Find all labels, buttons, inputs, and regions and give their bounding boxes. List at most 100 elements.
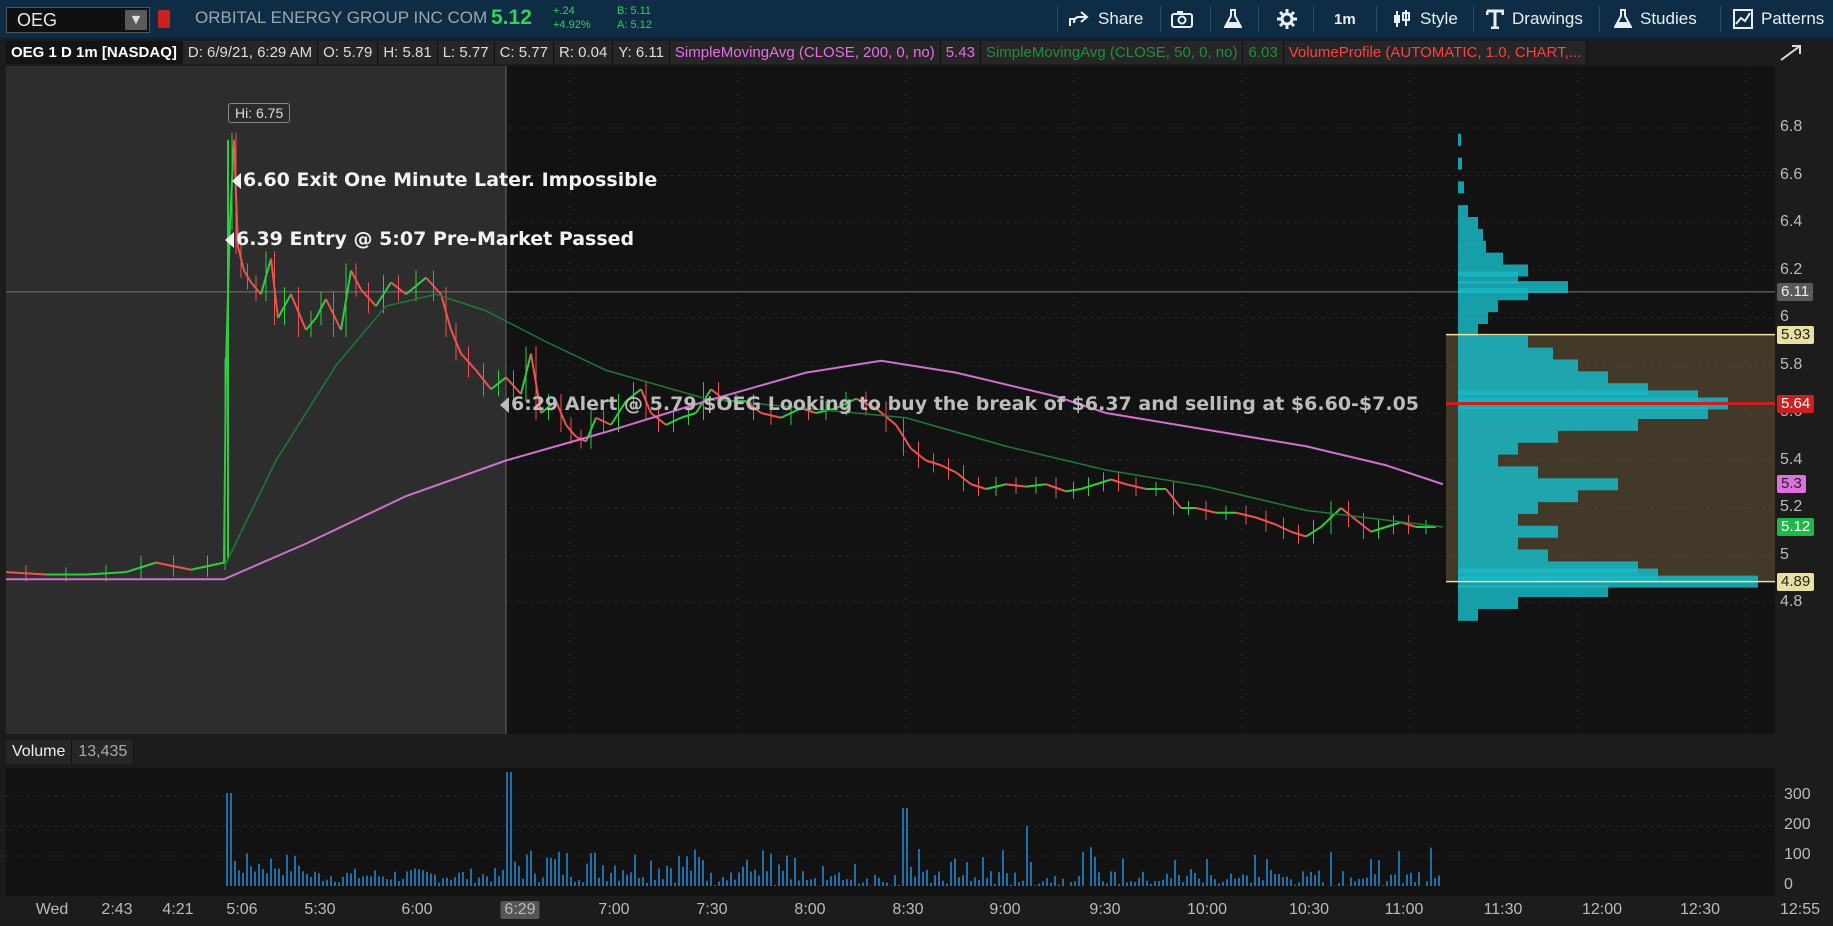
volume-bar <box>722 876 724 886</box>
volume-bar <box>378 876 380 886</box>
volume-bar <box>1058 884 1060 886</box>
last-price: 5.12 <box>491 6 532 29</box>
screenshot-button[interactable] <box>1171 6 1201 32</box>
volume-bar <box>226 793 228 886</box>
volume-bar <box>734 879 736 886</box>
volume-bar <box>302 871 304 886</box>
profile-bar <box>1458 490 1578 503</box>
volume-bar <box>1118 883 1120 886</box>
profile-bar <box>1458 323 1478 336</box>
volume-bar <box>874 874 876 886</box>
timeframe-button[interactable]: 1m <box>1334 6 1356 32</box>
divider <box>1599 6 1600 32</box>
bar-high: H: 5.81 <box>378 41 438 64</box>
volume-bar <box>418 869 420 886</box>
candlestick-icon <box>1394 10 1410 27</box>
volume-bar <box>662 879 664 886</box>
volume-bar <box>838 872 840 886</box>
price-chart-canvas[interactable] <box>6 66 1775 734</box>
volume-bar <box>834 874 836 886</box>
time-tick-label: 6:29 <box>500 901 540 919</box>
volume-bar <box>1302 871 1304 886</box>
volume-bar <box>542 877 544 886</box>
exit-annotation[interactable]: 6.60 Exit One Minute Later. Impossible <box>232 169 657 191</box>
profile-bar <box>1458 549 1548 562</box>
studies-button[interactable]: Studies <box>1614 6 1697 32</box>
entry-annotation[interactable]: 6.39 Entry @ 5:07 Pre-Market Passed <box>225 228 634 250</box>
price-axis[interactable]: 6.86.66.46.265.85.65.45.254.86.115.935.6… <box>1776 66 1833 734</box>
volume-profile <box>1446 133 1775 621</box>
drawings-button[interactable]: Drawings <box>1486 6 1583 32</box>
study-header-bar: OEG 1 D 1m [NASDAQ] D: 6/9/21, 6:29 AM O… <box>6 40 1776 65</box>
volume-bar <box>798 880 800 886</box>
volume-chart-canvas[interactable] <box>6 768 1775 896</box>
patterns-button[interactable]: Patterns <box>1733 6 1824 32</box>
settings-button[interactable] <box>1277 6 1305 32</box>
volume-bar <box>350 873 352 886</box>
volume-panel[interactable] <box>6 768 1775 896</box>
volume-title[interactable]: Volume <box>6 740 73 764</box>
profile-bar <box>1458 371 1608 384</box>
volume-bar <box>654 879 656 886</box>
volume-bar <box>1294 884 1296 886</box>
volume-bar <box>314 871 316 886</box>
volume-bar <box>574 881 576 886</box>
price-chart-panel[interactable] <box>6 66 1775 734</box>
top-toolbar: ▼ ORBITAL ENERGY GROUP INC COM 5.12 +.24… <box>0 0 1833 39</box>
volume-bar <box>426 871 428 886</box>
volume-bar <box>954 858 956 886</box>
volume-profile-study-label[interactable]: VolumeProfile (AUTOMATIC, 1.0, CHART,... <box>1283 41 1588 64</box>
time-tick-label: 9:00 <box>989 901 1021 918</box>
volume-bar <box>1034 885 1036 886</box>
volume-bar <box>678 855 680 886</box>
volume-bar <box>862 882 864 886</box>
volume-bar <box>442 878 444 886</box>
volume-axis: 300 200 100 0 <box>1776 768 1833 896</box>
volume-bar <box>1102 881 1104 886</box>
flask-button[interactable] <box>1224 6 1250 32</box>
time-tick-label: 10:00 <box>1186 901 1228 918</box>
volume-bar <box>1050 882 1052 886</box>
sma200-line <box>6 359 1444 581</box>
volume-bar <box>1270 869 1272 886</box>
style-button[interactable]: Style <box>1392 6 1458 32</box>
alert-flag-icon[interactable] <box>158 10 170 28</box>
volume-header: Volume 13,435 <box>6 740 135 764</box>
profile-bar <box>1458 271 1518 284</box>
time-axis[interactable]: Wed 2:43 4:21 5:06 5:30 6:00 6:29 7:00 7:30 8:00 8… <box>0 898 1833 926</box>
volume-bar <box>246 853 248 886</box>
divider <box>1313 6 1314 32</box>
volume-bar <box>1170 878 1172 886</box>
sma50-line <box>223 293 1444 568</box>
volume-bar <box>238 870 240 886</box>
volume-bar <box>1254 854 1256 886</box>
sma50-study-label[interactable]: SimpleMovingAvg (CLOSE, 50, 0, no) <box>980 41 1244 64</box>
sma200-study-label[interactable]: SimpleMovingAvg (CLOSE, 200, 0, no) <box>669 41 941 64</box>
price-level-flag: 6.11 <box>1777 282 1814 301</box>
symbol-selector[interactable]: ▼ <box>6 7 150 33</box>
volume-bar <box>322 880 324 886</box>
volume-bar <box>966 862 968 886</box>
share-button[interactable]: Share <box>1068 6 1143 32</box>
timeframe-label: 1m <box>1334 10 1356 28</box>
volume-bar <box>506 772 508 886</box>
volume-bar <box>1082 851 1084 886</box>
volume-bar <box>354 868 356 886</box>
volume-bar <box>1178 874 1180 886</box>
volume-bar <box>1094 856 1096 886</box>
volume-bar <box>1370 858 1372 886</box>
volume-bar <box>1426 881 1428 886</box>
volume-bar <box>1366 877 1368 886</box>
change-absolute: +.24 <box>553 5 575 17</box>
profile-bar <box>1458 157 1462 170</box>
alert-annotation[interactable]: 6:29 Alert @ 5.79 $OEG Looking to buy th… <box>500 393 1419 415</box>
chevron-down-icon[interactable]: ▼ <box>125 10 147 30</box>
volume-bar <box>1338 883 1340 886</box>
volume-bar <box>558 851 560 886</box>
symbol-input[interactable] <box>7 8 129 32</box>
chart-title[interactable]: OEG 1 D 1m [NASDAQ] <box>6 41 183 64</box>
divider <box>1160 6 1161 32</box>
volume-bar <box>742 866 744 886</box>
volume-bar <box>1310 871 1312 886</box>
profile-bar <box>1458 240 1486 253</box>
